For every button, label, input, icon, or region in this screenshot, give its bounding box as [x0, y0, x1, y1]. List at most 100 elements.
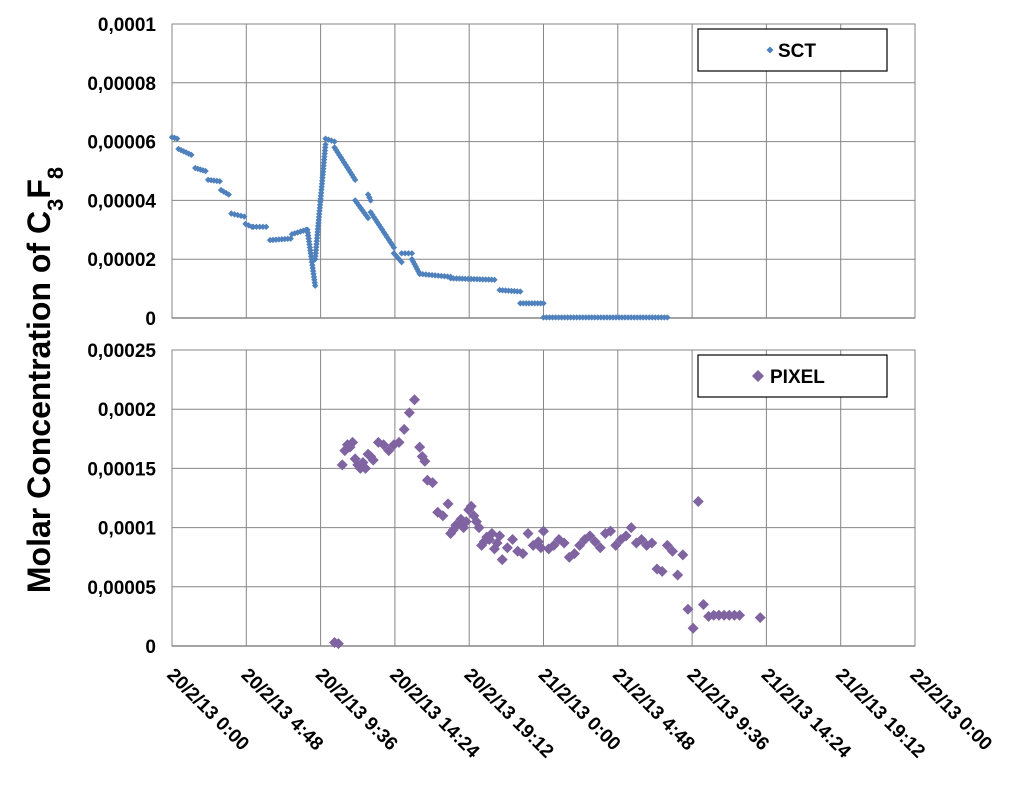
sct-point: [202, 167, 209, 175]
pixel-point: [734, 609, 746, 621]
pixel-point: [625, 522, 637, 534]
sct-point: [364, 214, 372, 222]
pixel-point: [661, 539, 673, 551]
pixel-point: [332, 638, 344, 650]
pixel-point: [548, 539, 560, 551]
pixel-point: [393, 436, 405, 448]
sct-legend: [697, 28, 888, 72]
pixel-point: [697, 599, 709, 611]
pixel-point: [383, 445, 395, 457]
sct-point: [256, 223, 263, 231]
y-axis-label-main: Molar Concentration of C: [21, 211, 57, 593]
pixel-point: [538, 525, 549, 537]
sct-point: [408, 250, 416, 257]
pixel-point: [677, 549, 689, 561]
pixel-point: [336, 459, 348, 471]
sct-point: [377, 224, 384, 231]
sct-point: [398, 258, 405, 266]
y-axis-label-mid: F: [21, 179, 57, 199]
sct-point: [173, 135, 181, 142]
pixel-point: [594, 542, 606, 554]
pixel-point: [427, 477, 439, 489]
sct-point: [664, 314, 671, 321]
pixel-y-tick-label: 0,0002: [98, 400, 156, 421]
pixel-point: [558, 537, 570, 549]
pixel-point: [473, 522, 485, 534]
pixel-point: [672, 569, 684, 581]
pixel-point: [522, 528, 534, 540]
sct-point: [350, 174, 357, 181]
pixel-y-tick-label: 0,00015: [87, 459, 156, 480]
sct-point: [225, 191, 232, 198]
sct-point: [390, 244, 398, 251]
pixel-point: [419, 455, 431, 467]
sct-series: [168, 133, 671, 321]
pixel-point: [414, 441, 426, 453]
pixel-point: [636, 533, 648, 545]
pixel-point: [398, 423, 410, 435]
pixel-y-tick-label: 0,00005: [87, 578, 156, 599]
pixel-point: [409, 394, 421, 406]
sct-point: [262, 223, 270, 231]
sct-point: [313, 240, 320, 248]
pixel-point: [535, 542, 547, 554]
sct-point: [322, 141, 329, 148]
pixel-legend: [697, 354, 888, 398]
pixel-series: [329, 394, 766, 650]
y-axis-label-sub1: 3: [43, 199, 68, 211]
pixel-point: [620, 530, 632, 542]
sct-point: [319, 174, 326, 181]
sct-point: [291, 230, 299, 237]
pixel-legend-marker: [752, 370, 764, 382]
pixel-point: [460, 516, 472, 528]
sct-point: [398, 250, 405, 257]
sct-point: [180, 148, 187, 155]
sct-y-tick-label: 0: [145, 309, 156, 330]
sct-point: [259, 223, 267, 231]
pixel-point: [437, 510, 449, 522]
pixel-point: [692, 496, 704, 508]
sct-point: [188, 151, 195, 159]
sct-point: [319, 168, 327, 175]
pixel-point: [574, 539, 586, 551]
sct-point: [315, 216, 322, 224]
sct-point: [331, 138, 338, 145]
sct-y-tick-label: 0,00008: [87, 74, 156, 95]
sct-point: [311, 282, 319, 289]
pixel-point: [403, 407, 415, 419]
sct-legend-label: SCT: [778, 41, 816, 62]
pixel-panel: 0 0,00005 0,0001 0,00015 0,0002 0,00025 PIXEL: [87, 341, 916, 658]
pixel-point: [656, 565, 668, 577]
pixel-point: [682, 603, 694, 615]
pixel-y-tick-label: 0,00025: [87, 341, 156, 362]
sct-y-tick-label: 0,0001: [98, 15, 157, 36]
sct-point: [192, 164, 199, 172]
sct-point: [345, 166, 353, 174]
pixel-point: [367, 454, 379, 466]
sct-point: [250, 223, 257, 231]
pixel-point: [507, 533, 519, 545]
pixel-point: [496, 554, 508, 566]
pixel-legend-label: PIXEL: [770, 367, 825, 388]
sct-point: [241, 213, 248, 220]
sct-point: [367, 197, 374, 204]
pixel-point: [589, 536, 601, 548]
y-axis-label: Molar Concentration of C3F8: [21, 167, 68, 593]
pixel-point: [646, 537, 658, 549]
pixel-point: [754, 612, 766, 624]
pixel-point: [687, 622, 699, 634]
sct-point: [216, 178, 223, 185]
pixel-point: [359, 462, 371, 474]
sct-point: [253, 223, 260, 231]
sct-point: [321, 150, 328, 157]
sct-y-tick-label: 0,00002: [87, 250, 156, 271]
pixel-point: [584, 530, 596, 542]
pixel-point: [605, 525, 617, 537]
sct-y-tick-label: 0,00004: [87, 191, 156, 212]
sct-point: [351, 176, 359, 184]
pixel-point: [494, 530, 506, 542]
pixel-point: [666, 545, 678, 557]
pixel-point: [501, 542, 513, 554]
sct-point: [306, 241, 313, 248]
